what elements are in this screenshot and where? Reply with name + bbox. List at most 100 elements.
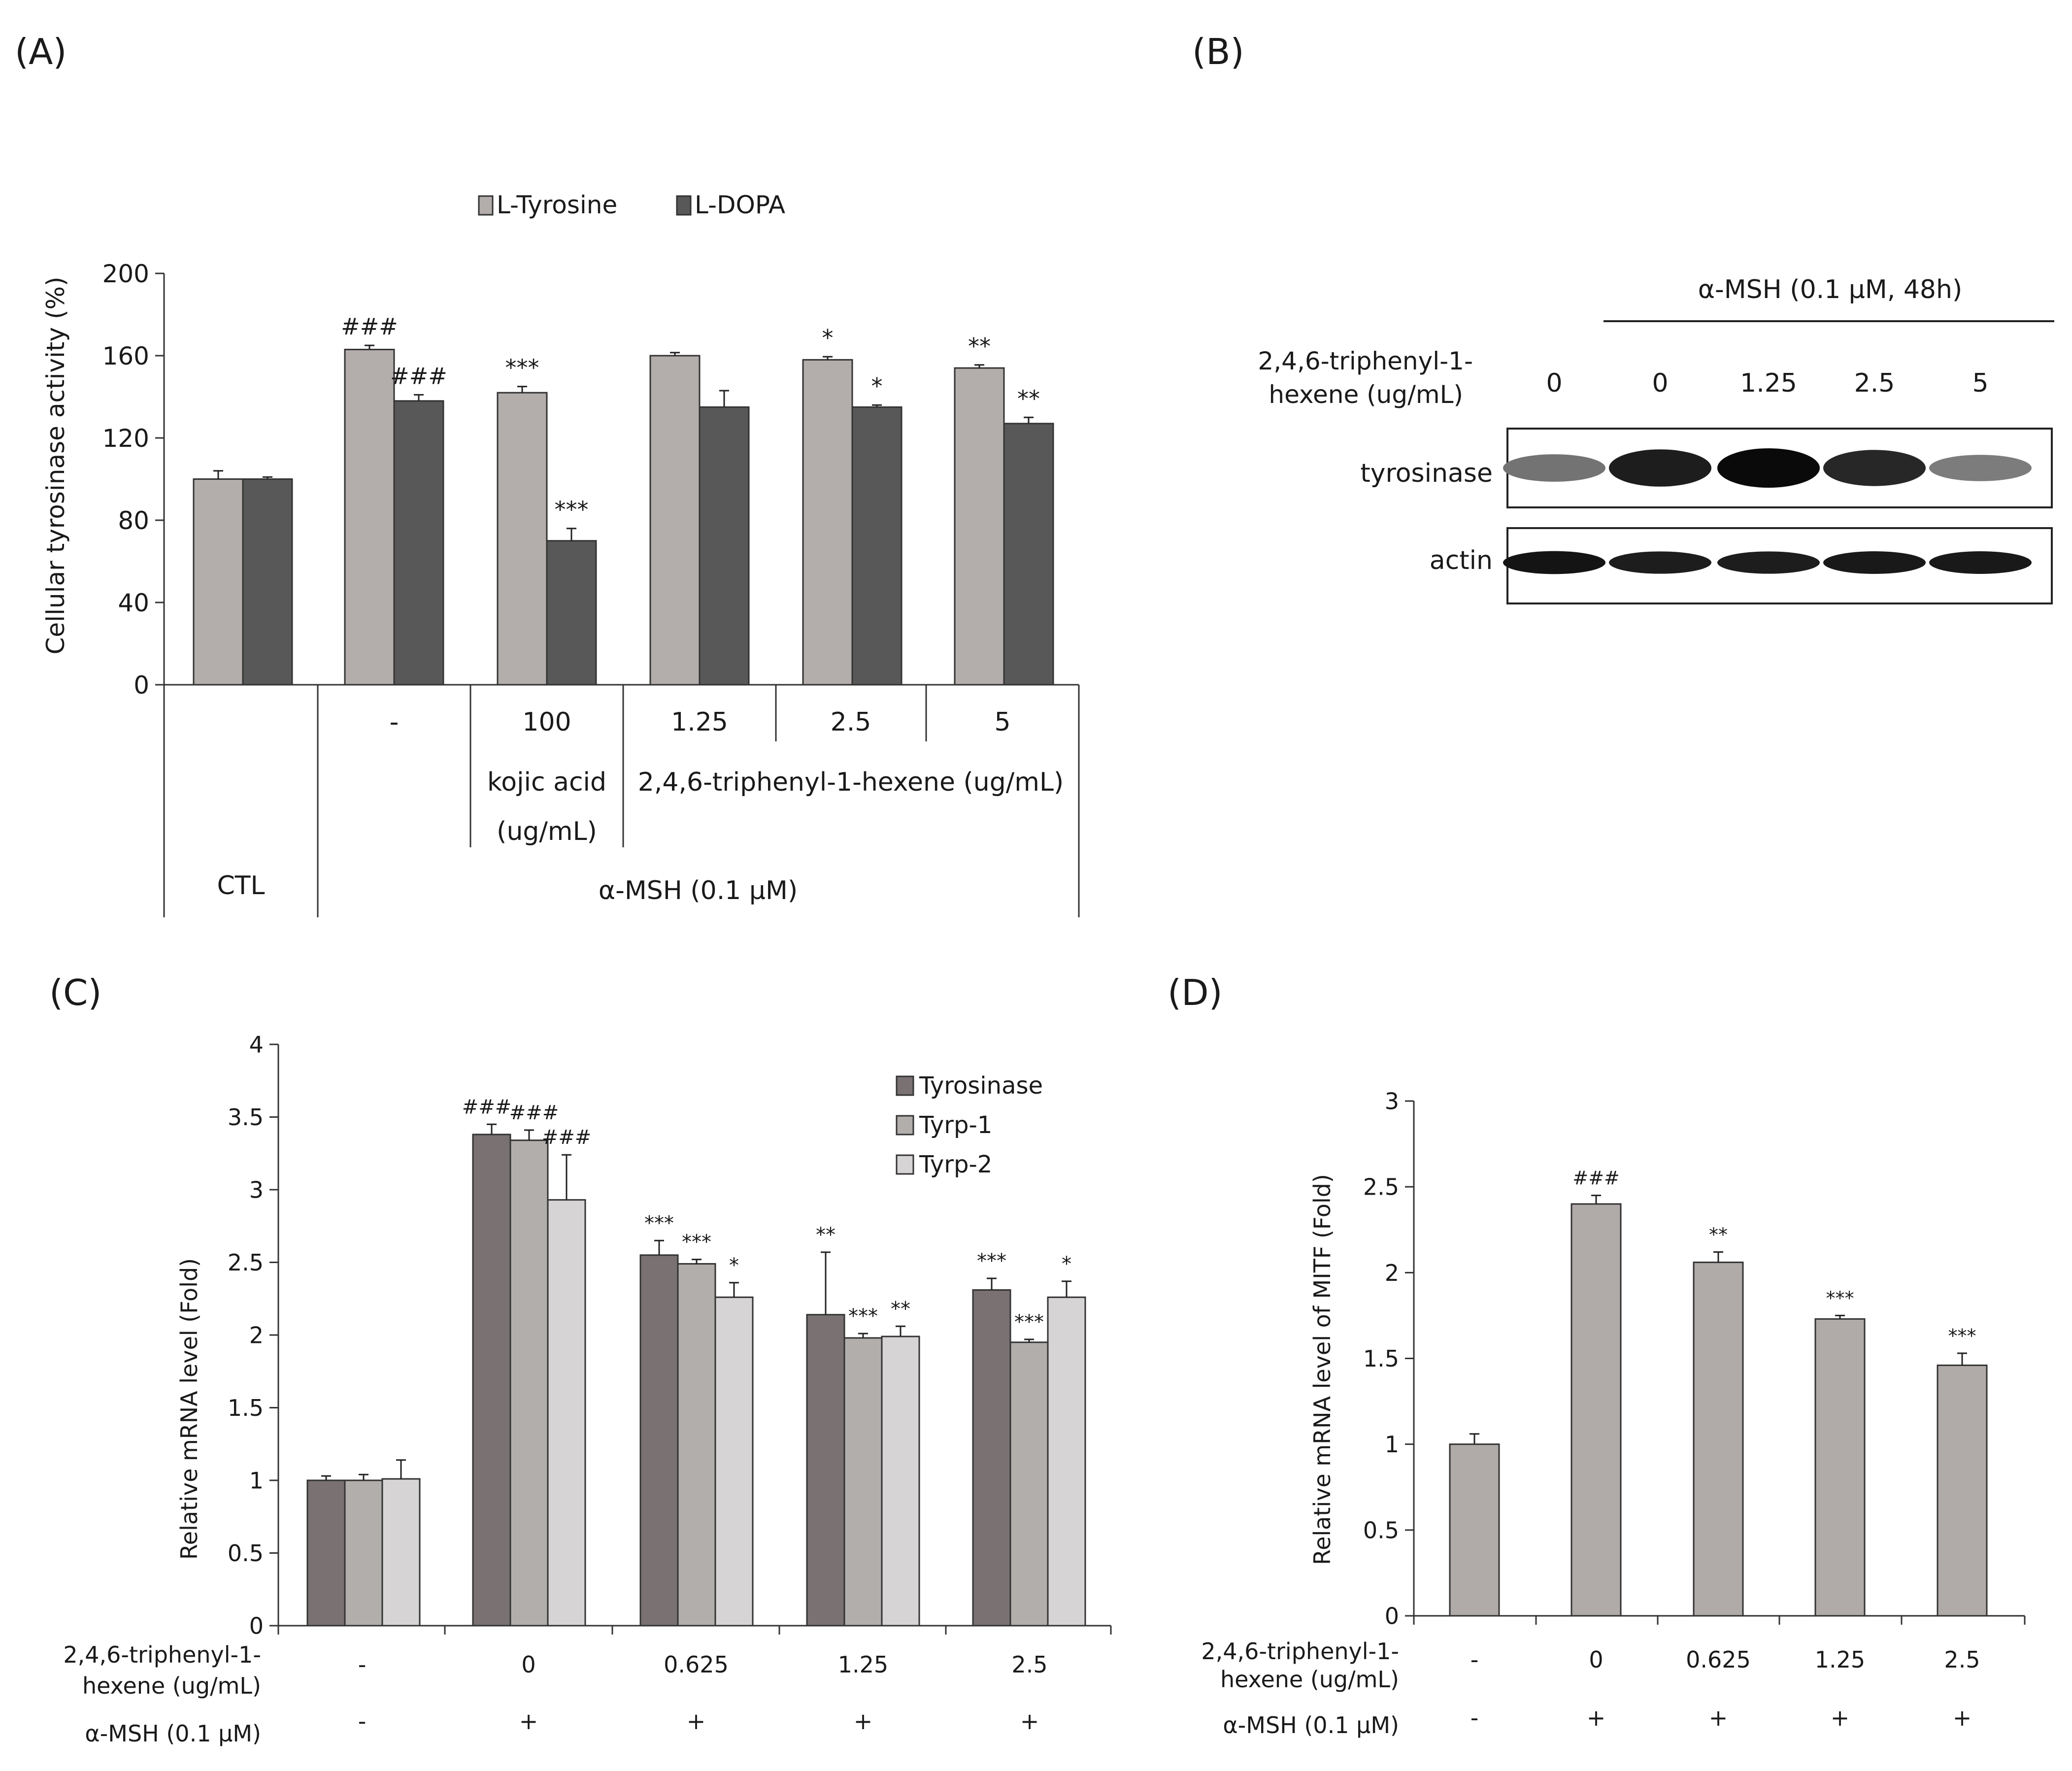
y-tick-label: 120 bbox=[102, 424, 149, 453]
band bbox=[1717, 448, 1820, 488]
band bbox=[1503, 454, 1605, 482]
band bbox=[1609, 449, 1711, 487]
bar bbox=[649, 355, 701, 686]
band-label-actin: actin bbox=[1430, 546, 1493, 575]
legend: L-Tyrosine L-DOPA bbox=[478, 191, 785, 219]
band bbox=[1929, 455, 2032, 481]
y-tick-label: 0 bbox=[134, 671, 149, 700]
category-label: 2.5 bbox=[831, 707, 871, 737]
significance-mark: * bbox=[729, 1254, 739, 1277]
y-axis-label: Relative mRNA level of MITF (Fold) bbox=[1309, 1174, 1336, 1565]
significance-mark: * bbox=[1062, 1253, 1071, 1275]
y-tick-label: 0.5 bbox=[228, 1540, 264, 1567]
legend: Tyrosinase Tyrp-1 Tyrp-2 bbox=[896, 1072, 1043, 1178]
bars: ###### ************ bbox=[164, 313, 1079, 686]
significance-mark: *** bbox=[555, 497, 589, 523]
category-label: - bbox=[358, 1651, 367, 1678]
y-tick-label: 0 bbox=[249, 1613, 264, 1639]
msh-sign: + bbox=[1953, 1704, 1972, 1731]
msh-sign: + bbox=[1020, 1708, 1039, 1735]
significance-mark: *** bbox=[505, 355, 539, 381]
dose-label: 0 bbox=[1652, 368, 1668, 398]
table-kojic-label: kojic acid bbox=[487, 768, 606, 797]
bar bbox=[193, 478, 244, 686]
band-label-tyrosinase: tyrosinase bbox=[1360, 459, 1493, 488]
significance-mark: ### bbox=[509, 1102, 559, 1124]
y-axis: 0 40 80 120 160 200 bbox=[102, 260, 165, 700]
panel-label-c: (C) bbox=[49, 972, 101, 1013]
y-tick-label: 2 bbox=[249, 1322, 264, 1349]
msh-sign: - bbox=[358, 1708, 367, 1735]
bar bbox=[699, 406, 750, 686]
y-tick-label: 1 bbox=[249, 1468, 264, 1494]
significance-mark: *** bbox=[682, 1231, 711, 1254]
bar bbox=[306, 1479, 346, 1627]
table-msh-label: α-MSH (0.1 μM) bbox=[599, 876, 798, 905]
category-label: 100 bbox=[522, 707, 571, 737]
band bbox=[1823, 551, 1926, 574]
msh-sign: - bbox=[1470, 1704, 1479, 1731]
bar bbox=[546, 540, 597, 686]
legend-swatch-l-dopa bbox=[676, 195, 692, 216]
panel-b-western-blot: α-MSH (0.1 μM, 48h) 2,4,6-triphenyl-1- h… bbox=[1258, 275, 2054, 604]
panel-label-b: (B) bbox=[1192, 31, 1244, 72]
bar bbox=[1571, 1203, 1622, 1617]
y-tick-label: 80 bbox=[118, 506, 149, 535]
bar bbox=[547, 1199, 586, 1627]
category-label: 5 bbox=[994, 707, 1010, 737]
category-labels: - 100 1.25 2.5 5 bbox=[390, 707, 1011, 737]
legend-label-l-tyrosine: L-Tyrosine bbox=[497, 191, 617, 219]
significance-mark: ** bbox=[1709, 1224, 1728, 1246]
category-label: 0 bbox=[1589, 1646, 1603, 1673]
bar bbox=[851, 406, 902, 686]
dose-label: 1.25 bbox=[1740, 368, 1797, 398]
significance-mark: ### bbox=[542, 1126, 592, 1149]
msh-row-label: α-MSH (0.1 μM) bbox=[1223, 1712, 1399, 1738]
category-labels: - - 0 +0.625 +1.25 +2.5 + bbox=[1470, 1646, 1980, 1731]
bar bbox=[393, 400, 444, 686]
bar bbox=[1693, 1261, 1744, 1617]
category-label: 0.625 bbox=[664, 1651, 729, 1678]
bar bbox=[1937, 1364, 1988, 1617]
bar bbox=[509, 1139, 549, 1627]
significance-mark: *** bbox=[1014, 1311, 1044, 1334]
msh-sign: + bbox=[519, 1708, 538, 1735]
bar bbox=[1009, 1341, 1049, 1627]
dose-row-label-line1: 2,4,6-triphenyl-1- bbox=[1201, 1638, 1399, 1665]
y-tick-label: 2.5 bbox=[228, 1249, 264, 1276]
bar bbox=[972, 1289, 1011, 1627]
bar bbox=[714, 1296, 754, 1627]
significance-mark: ### bbox=[390, 363, 447, 389]
condition-table: - 100 1.25 2.5 5 kojic acid (ug/mL) 2,4,6-tr… bbox=[163, 685, 1080, 917]
band bbox=[1717, 551, 1820, 574]
category-label: 2.5 bbox=[1944, 1646, 1980, 1673]
y-axis-label: Cellular tyrosinase activity (%) bbox=[41, 276, 70, 654]
table-kojic-unit: (ug/mL) bbox=[497, 817, 597, 846]
bar bbox=[843, 1337, 883, 1627]
significance-mark: * bbox=[822, 325, 834, 351]
legend-label-l-dopa: L-DOPA bbox=[695, 191, 785, 219]
category-label: 0.625 bbox=[1686, 1646, 1751, 1673]
msh-sign: + bbox=[1587, 1704, 1606, 1731]
category-label: 0 bbox=[521, 1651, 535, 1678]
msh-sign: + bbox=[1831, 1704, 1850, 1731]
bar bbox=[497, 392, 548, 686]
blot-bands bbox=[1503, 448, 2032, 574]
legend-swatch-tyrp2 bbox=[896, 1154, 914, 1175]
blot-header: α-MSH (0.1 μM, 48h) bbox=[1698, 275, 1962, 304]
bar bbox=[344, 1479, 383, 1627]
bar bbox=[954, 367, 1005, 686]
y-tick-label: 1 bbox=[1385, 1431, 1399, 1458]
bars: #########************ ********* bbox=[277, 1096, 1112, 1635]
category-label: 1.25 bbox=[671, 707, 728, 737]
significance-mark: ** bbox=[1017, 385, 1040, 412]
y-tick-label: 2 bbox=[1385, 1260, 1399, 1286]
y-tick-label: 1.5 bbox=[228, 1395, 264, 1421]
bar bbox=[1449, 1443, 1500, 1617]
y-tick-label: 4 bbox=[249, 1032, 264, 1058]
panel-c-chart: 0 0.5 1 1.5 2 2.5 3 3.5 4 Relative mRNA level (F… bbox=[63, 1032, 1112, 1747]
category-label: 2.5 bbox=[1011, 1651, 1047, 1678]
bar bbox=[1814, 1318, 1866, 1617]
panel-a-chart: L-Tyrosine L-DOPA 0 40 80 120 160 200 Cellula… bbox=[41, 191, 1080, 917]
